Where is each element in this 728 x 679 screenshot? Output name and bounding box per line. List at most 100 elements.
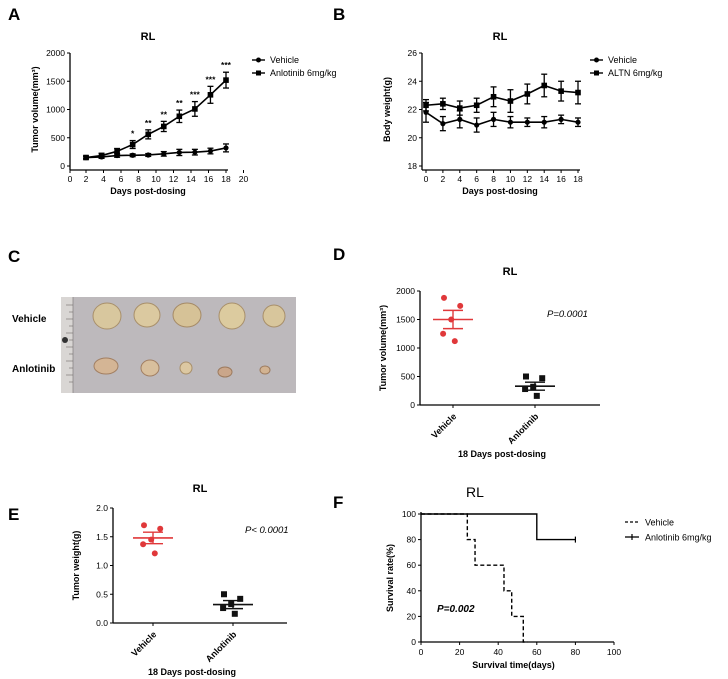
- series-line-2: [425, 84, 579, 109]
- significance-stars: *: [131, 129, 135, 139]
- legend-marker-circle: [256, 57, 261, 63]
- chart-f-survival: 0 20 40 60 80 100 0 20 40 60 80 100 RL Survival time(…: [385, 484, 712, 670]
- x-tick-label: 16: [204, 174, 214, 184]
- x-axis-label: 18 Days post-dosing: [458, 449, 546, 459]
- data-point-square: [237, 595, 244, 602]
- legend-marker-circle: [594, 57, 599, 63]
- significance-stars: **: [145, 118, 152, 128]
- y-axis-label: Survival rate(%): [385, 544, 395, 612]
- x-tick-label: 10: [151, 174, 161, 184]
- tumor-vehicle-2: [133, 302, 161, 328]
- data-point-circle: [161, 151, 167, 157]
- y-tick-label: 26: [408, 48, 418, 58]
- data-point-circle: [474, 122, 480, 128]
- data-point-square: [176, 113, 183, 120]
- data-point-square: [558, 88, 564, 94]
- x-category-label: Vehicle: [129, 629, 158, 658]
- x-tick-label: 80: [571, 647, 581, 657]
- y-tick-label: 1500: [396, 315, 415, 325]
- data-point-square: [160, 123, 167, 130]
- photo-ruler: [61, 297, 73, 393]
- y-tick-label: 0: [411, 637, 416, 647]
- x-tick-label: 2: [84, 174, 89, 184]
- data-point-square: [541, 82, 548, 89]
- x-tick-label: 8: [136, 174, 141, 184]
- x-tick-label: 8: [491, 174, 496, 184]
- x-tick-label: 6: [474, 174, 479, 184]
- chart-title: RL: [503, 266, 518, 278]
- x-tick-label: 20: [455, 647, 465, 657]
- p-value: P=0.002: [437, 604, 475, 615]
- data-point-square: [114, 148, 120, 155]
- y-tick-label: 1000: [46, 105, 65, 115]
- data-point-square: [522, 386, 529, 393]
- data-point-circle: [541, 119, 547, 125]
- photo-label-vehicle: Vehicle: [12, 314, 47, 325]
- legend-label: Vehicle: [645, 518, 674, 528]
- series-line-1: [85, 147, 227, 159]
- x-category-label: Vehicle: [429, 411, 458, 440]
- y-tick-label: 2.0: [96, 503, 108, 513]
- legend-label: Anlotinib 6mg/kg: [270, 68, 337, 78]
- data-point-square: [473, 102, 480, 109]
- data-point-circle: [140, 541, 147, 548]
- y-tick-label: 1000: [396, 343, 415, 353]
- panel-label-b: B: [333, 5, 345, 24]
- x-tick-label: 40: [493, 647, 503, 657]
- photo-ruler-pin: [62, 337, 68, 343]
- y-tick-label: 24: [408, 76, 418, 86]
- data-point-circle: [558, 116, 564, 122]
- y-tick-label: 500: [401, 372, 415, 382]
- x-tick-label: 60: [532, 647, 542, 657]
- data-point-square: [145, 131, 152, 138]
- y-tick-label: 2000: [396, 286, 415, 296]
- x-tick-label: 20: [239, 174, 249, 184]
- data-point-square: [523, 373, 529, 380]
- x-axis-label: Days post-dosing: [462, 186, 538, 196]
- data-point-circle: [223, 145, 229, 151]
- y-tick-label: 18: [408, 161, 418, 171]
- y-tick-label: 1500: [46, 76, 65, 86]
- x-tick-label: 18: [573, 174, 583, 184]
- x-axis-label: 18 Days post-dosing: [148, 667, 236, 677]
- x-tick-label: 0: [68, 174, 73, 184]
- x-tick-label: 12: [169, 174, 179, 184]
- data-point-circle: [440, 121, 446, 127]
- significance-stars: **: [176, 98, 183, 108]
- x-axis-label: Days post-dosing: [110, 186, 186, 196]
- data-point-square: [539, 375, 546, 382]
- x-tick-label: 2: [441, 174, 446, 184]
- data-point-circle: [490, 116, 497, 122]
- data-point-circle: [141, 522, 147, 529]
- y-tick-label: 0: [60, 161, 65, 171]
- chart-title: RL: [466, 484, 484, 500]
- tumor-vehicle-4: [218, 302, 246, 330]
- data-point-circle: [145, 152, 151, 158]
- data-point-circle: [148, 536, 155, 543]
- x-tick-label: 18: [221, 174, 231, 184]
- x-tick-label: 6: [119, 174, 124, 184]
- x-tick-label: 0: [424, 174, 429, 184]
- survival-curve-2: [421, 513, 576, 541]
- data-point-circle: [448, 316, 455, 323]
- p-value: P< 0.0001: [245, 525, 289, 536]
- x-tick-label: 0: [419, 647, 424, 657]
- legend-marker-square: [256, 70, 261, 76]
- tumor-anlotinib-3: [179, 361, 193, 375]
- legend-marker-square: [594, 70, 599, 76]
- tumor-anlotinib-4: [217, 366, 233, 378]
- x-category-label: Anlotinib: [506, 411, 541, 446]
- data-point-square: [207, 92, 214, 98]
- x-tick-label: 14: [539, 174, 549, 184]
- panel-label-f: F: [333, 493, 343, 512]
- y-axis-label: Body weight(g): [382, 77, 392, 142]
- x-category-label: Anlotinib: [204, 629, 239, 664]
- significance-stars: ***: [205, 74, 216, 84]
- chart-e-tumor-weight: 0.0 0.5 1.0 1.5 2.0 Vehicle Anlotinib RL 18 Days…: [71, 483, 289, 677]
- data-point-square: [507, 98, 514, 104]
- survival-curve-1: [421, 513, 528, 643]
- series-line-2: [85, 79, 227, 159]
- x-axis-label: Survival time(days): [472, 660, 555, 670]
- tumor-anlotinib-1: [93, 357, 119, 375]
